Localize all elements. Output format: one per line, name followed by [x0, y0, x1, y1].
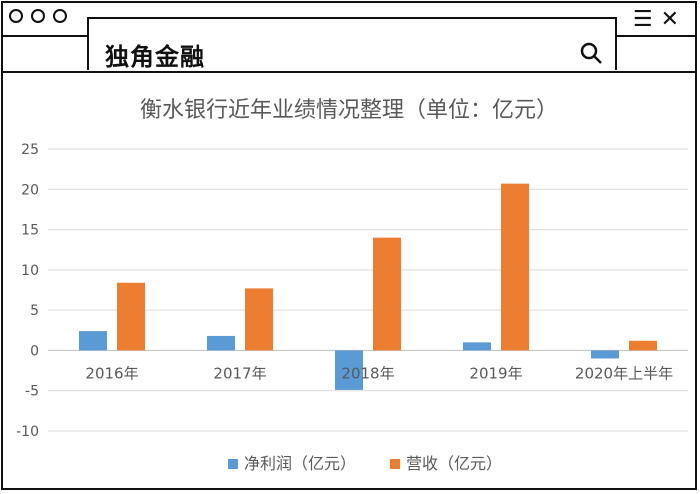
x-axis: 2016年 2017年 2018年 2019年 2020年上半年	[85, 364, 673, 382]
circle-icon[interactable]	[31, 9, 45, 23]
search-icon[interactable]	[579, 41, 603, 65]
x-tick-label: 2018年	[341, 364, 394, 382]
chart-title: 衡水银行近年业绩情况整理（单位：亿元）	[140, 98, 558, 123]
bar-revenue	[245, 288, 273, 351]
grid-lines	[48, 148, 688, 432]
y-tick-label: 5	[30, 303, 39, 319]
bar-net-profit	[335, 350, 363, 390]
legend-swatch	[228, 459, 238, 469]
bar-net-profit	[463, 342, 491, 351]
bar-net-profit	[591, 350, 619, 359]
x-tick-label: 2016年	[85, 364, 138, 382]
legend-label: 净利润（亿元）	[244, 454, 356, 473]
window-controls[interactable]: ☰✕	[632, 7, 687, 32]
x-tick-label: 2019年	[469, 364, 522, 382]
bars	[79, 183, 657, 390]
bar-revenue	[501, 183, 529, 351]
y-tick-label: 10	[21, 263, 39, 279]
circle-icon[interactable]	[53, 9, 67, 23]
y-tick-label: 25	[21, 142, 39, 158]
y-tick-label: -5	[25, 384, 39, 400]
bar-revenue	[629, 340, 657, 351]
y-axis: 25 20 15 10 5 0 -5 -10	[16, 142, 39, 440]
bar-revenue	[373, 237, 401, 351]
legend: 净利润（亿元） 营收（亿元）	[228, 454, 502, 473]
bar-net-profit	[207, 335, 235, 351]
x-tick-label: 2020年上半年	[575, 364, 673, 382]
circle-icon[interactable]	[9, 9, 23, 23]
y-tick-label: 0	[30, 343, 39, 359]
bar-net-profit	[79, 331, 107, 351]
legend-label: 营收（亿元）	[406, 454, 502, 473]
y-tick-label: 15	[21, 223, 39, 239]
chart-area: 衡水银行近年业绩情况整理（单位：亿元） 25 20 15 10 5 0 -5 -10 2016…	[3, 71, 695, 490]
bar-chart: 衡水银行近年业绩情况整理（单位：亿元） 25 20 15 10 5 0 -5 -10 2016…	[16, 98, 688, 473]
y-tick-label: 20	[21, 182, 39, 198]
x-tick-label: 2017年	[213, 364, 266, 382]
legend-swatch	[390, 459, 400, 469]
brand-logo: 独角金融	[105, 43, 205, 71]
browser-tab[interactable]	[87, 17, 617, 70]
bar-revenue	[117, 282, 145, 351]
y-tick-label: -10	[16, 424, 39, 440]
